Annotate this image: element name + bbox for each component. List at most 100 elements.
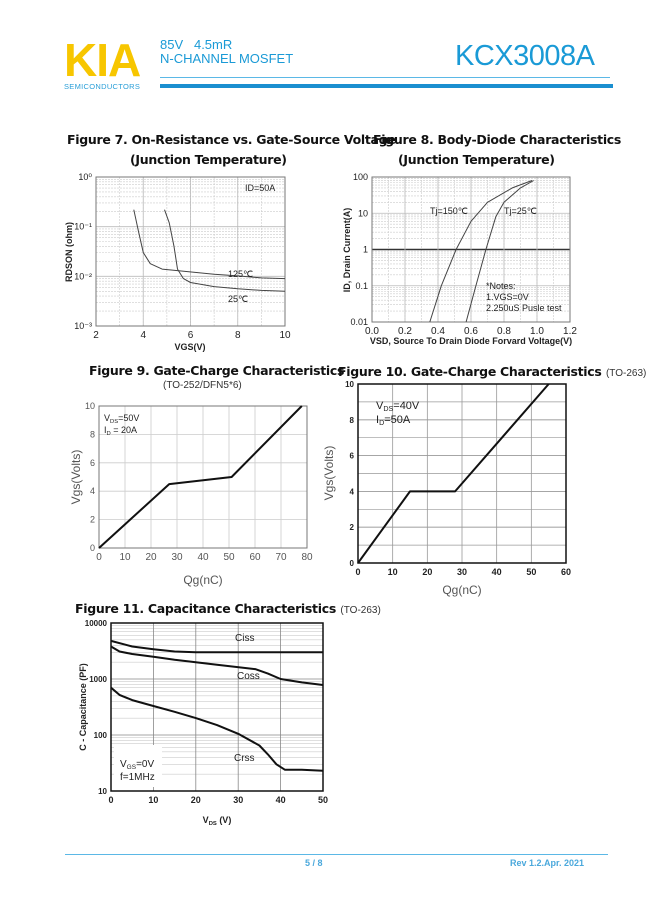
header-divider-thick [160,84,613,88]
figure-10-title: Figure 10. Gate-Charge Characteristics [338,364,602,379]
annotation-box [114,745,162,787]
figure-8-title: Figure 8. Body-Diode Characteristics [373,132,622,147]
x-tick-label: 0.4 [431,326,445,337]
y-tick-label: 4 [350,487,355,496]
annotation-label: 125℃ [228,269,253,279]
annotation-label: VGS=0V [120,759,154,771]
x-tick-label: 50 [318,795,328,805]
footer-divider [65,854,608,855]
figure-8-subtitle: (Junction Temperature) [398,152,555,167]
figure-8-chart: 0.01 0.1 1 10 100 0.0 0.2 0.4 0.6 0.8 1.0 1.2 Tj=150… [342,172,577,346]
x-tick-label: 0 [96,552,102,563]
annotation-label: ID=50A [376,414,411,427]
figure-9-subtitle: (TO-252/DFN5*6) [163,380,242,391]
y-tick-label: 4 [90,486,95,496]
series-line [164,209,286,292]
x-tick-label: 10 [388,567,398,577]
x-tick-label: 10 [119,552,131,563]
annotation-label: VDS=40V [376,400,420,413]
y-tick-label: 0.1 [355,281,368,291]
y-axis-label: ID, Drain Current(A) [342,208,352,293]
plot-frame [357,383,567,564]
x-tick-label: 0 [108,795,113,805]
part-number: KCX3008A [455,40,595,72]
y-tick-label: 8 [90,429,95,439]
annotation-label: Crss [234,753,255,764]
annotation-label: Tj=150℃ [430,206,468,216]
y-tick-label: 10⁻² [74,271,92,281]
y-tick-label: 10 [98,787,107,796]
annotation-label: 1.VGS=0V [486,292,529,302]
page-number: 5 / 8 [305,858,323,868]
x-axis-label: Qg(nC) [183,573,222,587]
x-tick-label: 0.2 [398,326,412,337]
x-tick-label: 50 [526,567,536,577]
y-tick-label: 10 [358,208,368,218]
y-tick-label: 1 [363,245,368,255]
y-tick-label: 10⁻³ [74,321,92,331]
series-line [98,405,303,549]
x-tick-label: 1.2 [563,326,577,337]
annotation-label: 2.250uS Pusle test [486,303,562,313]
x-tick-label: 10 [279,330,291,341]
series-line [465,180,534,323]
y-tick-label: 6 [90,458,95,468]
figure-7-subtitle: (Junction Temperature) [130,152,287,167]
y-tick-label: 0 [350,559,355,568]
y-tick-label: 10⁰ [78,172,92,182]
annotation-label: 25℃ [228,294,248,304]
spec-type: N-CHANNEL MOSFET [160,51,294,66]
x-tick-label: 1.0 [530,326,544,337]
annotation-label: Coss [237,671,260,682]
series-line [133,209,286,280]
spec-rating: 85V 4.5mR [160,37,233,52]
annotation-label: ID = 20A [104,425,137,437]
header-divider-thin [160,77,610,78]
x-tick-label: 0.6 [464,326,478,337]
x-tick-label: 60 [561,567,571,577]
y-tick-label: 8 [350,416,355,425]
y-tick-label: 2 [90,515,95,525]
x-tick-label: 20 [145,552,157,563]
y-tick-label: 10 [345,380,354,389]
x-tick-label: 20 [422,567,432,577]
annotation-label: Ciss [235,633,254,644]
x-tick-label: 40 [276,795,286,805]
x-tick-label: 20 [191,795,201,805]
revision: Rev 1.2.Apr. 2021 [510,858,585,868]
y-axis-label: RDSON (ohm) [64,222,74,282]
series-line [357,383,550,564]
x-axis-label: VSD, Source To Drain Diode Forvard Volta… [370,336,572,346]
product-spec: 85V 4.5mR N-CHANNEL MOSFET [160,38,293,66]
x-axis-label: VDS (V) [203,815,232,827]
x-tick-label: 0.8 [497,326,511,337]
plot-frame [110,622,324,792]
x-tick-label: 6 [188,330,194,341]
plot-frame [95,176,286,327]
y-tick-label: 0.01 [350,317,368,327]
figure-10-subtitle: (TO-263) [605,368,647,379]
y-tick-label: 2 [350,523,355,532]
y-tick-label: 100 [94,731,108,740]
y-tick-label: 10⁻¹ [74,222,92,232]
x-axis-label: Qg(nC) [442,583,481,597]
annotation-label: ID=50A [245,183,275,193]
x-tick-label: 70 [275,552,287,563]
annotation-label: *Notes: [486,281,516,291]
annotation-label: f=1MHz [120,772,155,783]
figure-9-title: Figure 9. Gate-Charge Characteristics [89,363,345,378]
x-tick-label: 40 [492,567,502,577]
y-axis-label: C - Capacitance (PF) [78,663,88,751]
y-tick-label: 6 [350,452,355,461]
figure-10-heading: Figure 10. Gate-Charge Characteristics (… [338,363,646,381]
y-tick-label: 10000 [85,619,108,628]
x-tick-label: 50 [223,552,235,563]
kia-logo: KIA [64,34,141,86]
x-tick-label: 10 [148,795,158,805]
x-tick-label: 40 [197,552,209,563]
